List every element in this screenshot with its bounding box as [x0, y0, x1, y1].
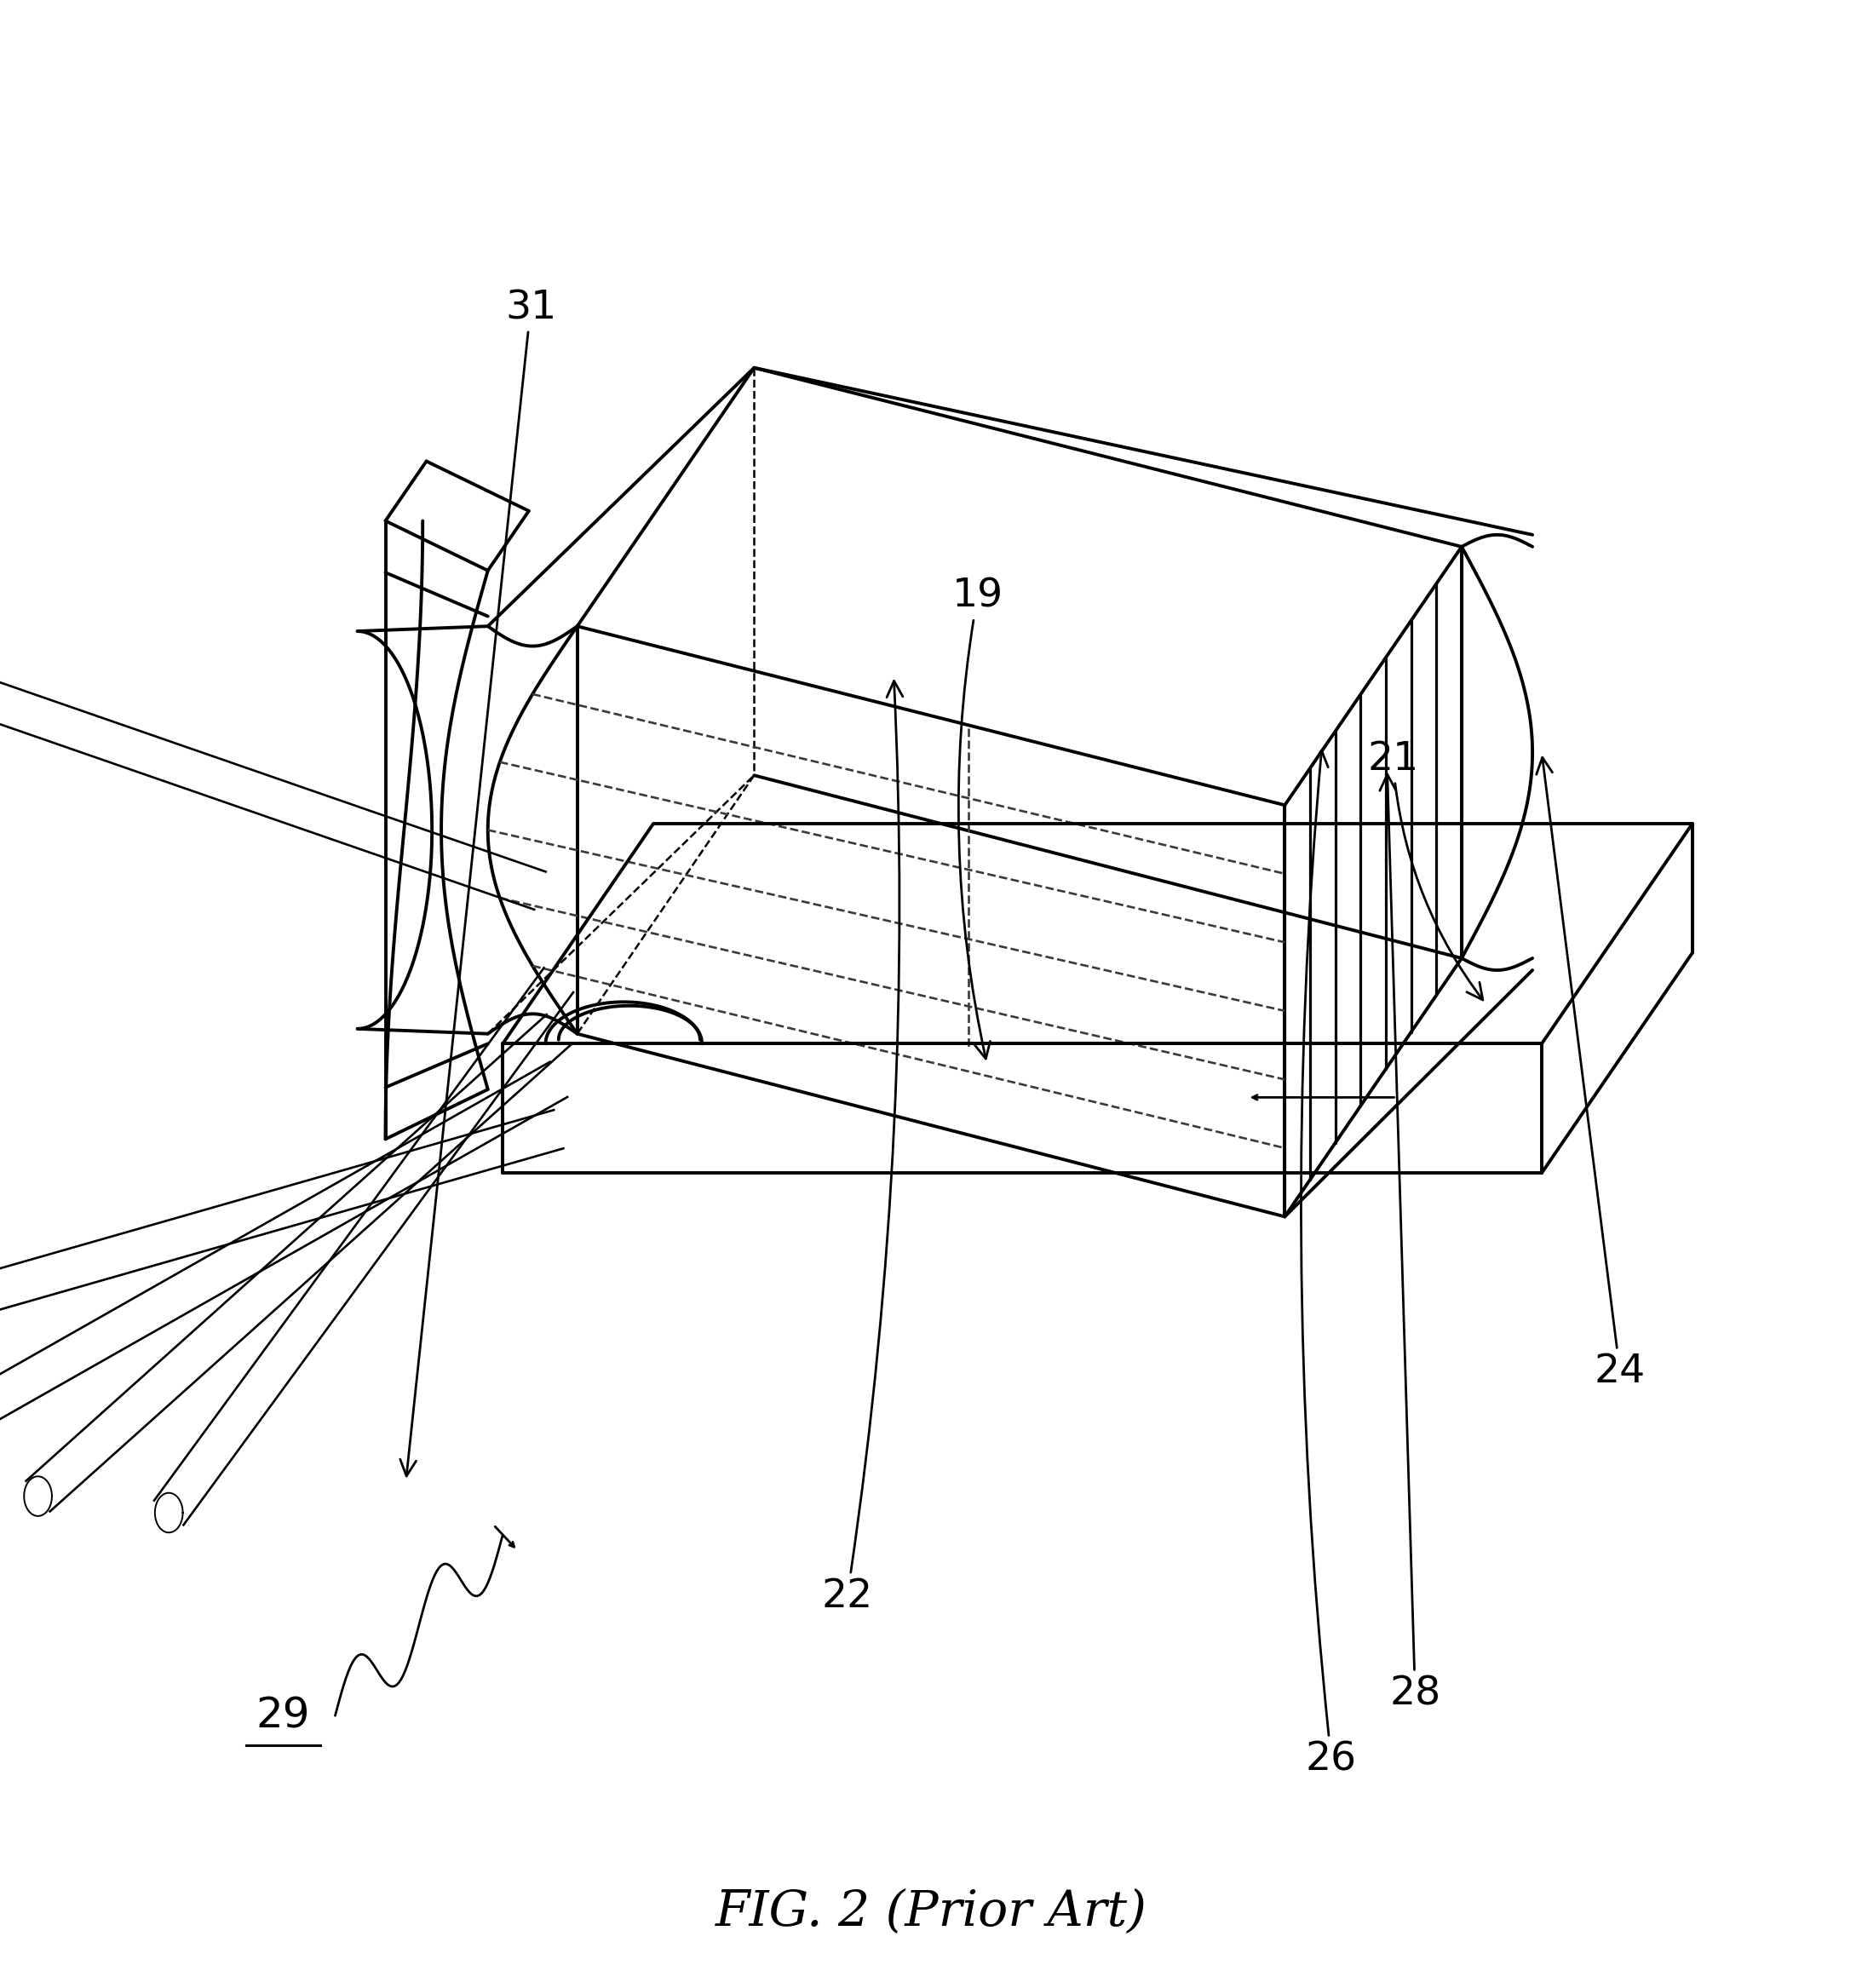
Text: 24: 24: [1536, 757, 1646, 1392]
Text: 21: 21: [1367, 740, 1482, 1000]
Text: 28: 28: [1380, 775, 1441, 1714]
Text: 22: 22: [821, 682, 903, 1616]
Text: FIG. 2 (Prior Art): FIG. 2 (Prior Art): [715, 1889, 1147, 1936]
Text: 31: 31: [400, 288, 557, 1475]
Text: 26: 26: [1302, 751, 1357, 1779]
Text: 29: 29: [255, 1696, 311, 1736]
Text: 19: 19: [951, 577, 1004, 1060]
